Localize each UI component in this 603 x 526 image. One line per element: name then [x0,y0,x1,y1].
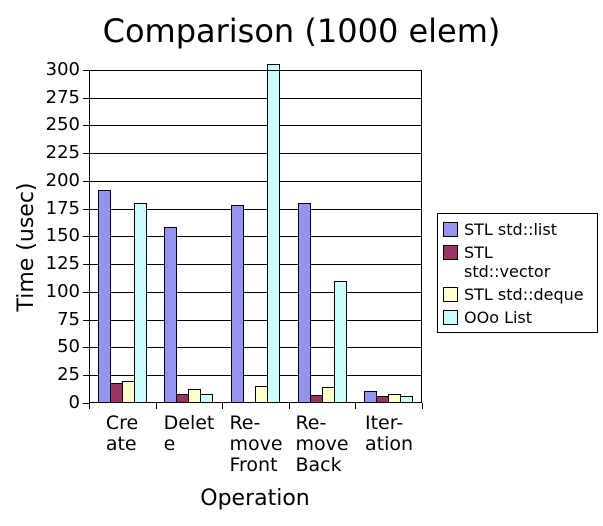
bar [298,203,311,403]
y-tick-label: 300 [45,59,80,80]
y-axis-tick [83,153,89,154]
grid-line [89,264,422,265]
category-label: Re- move Front [229,412,283,476]
y-tick-label: 100 [45,281,80,302]
x-axis-tick [355,403,356,409]
x-axis-tick [156,403,157,409]
y-tick-label: 150 [45,225,80,246]
y-tick-label: 275 [45,87,80,108]
bar [134,203,147,403]
category-label: Cre ate [105,412,139,455]
y-tick-label: 200 [45,170,80,191]
category-label: Delet e [163,412,215,455]
y-axis-tick [83,70,89,71]
bar [334,281,347,403]
grid-line [89,320,422,321]
y-tick-label: 75 [57,309,80,330]
x-axis-tick [289,403,290,409]
x-axis-title: Operation [200,486,310,511]
legend-swatch [443,287,458,302]
y-axis-tick [83,403,89,404]
category-label: Iter- ation [364,412,414,455]
legend-swatch [443,222,458,237]
y-axis-tick [83,264,89,265]
legend-label: OOo List [464,308,533,327]
category-label: Re- move Back [295,412,349,476]
bar [98,190,111,403]
grid-line [89,292,422,293]
y-tick-label: 0 [68,392,80,413]
legend-label: STL std::vector [464,243,551,281]
y-tick-label: 25 [57,364,80,385]
legend-label: STL std::deque [464,285,584,304]
y-axis-tick [83,209,89,210]
grid-line [89,98,422,99]
grid-line [89,375,422,376]
grid-line [89,347,422,348]
grid-line [89,236,422,237]
bar [200,394,213,403]
y-axis-tick [83,125,89,126]
y-tick-label: 250 [45,114,80,135]
y-tick-label: 175 [45,198,80,219]
x-axis-tick [422,403,423,409]
x-axis-tick [89,403,90,409]
y-tick-label: 50 [57,336,80,357]
y-axis-tick [83,292,89,293]
y-axis-tick [83,320,89,321]
bar [400,396,413,403]
x-axis-tick [222,403,223,409]
legend-swatch [443,245,458,260]
y-axis-tick [83,98,89,99]
bar [231,205,244,403]
grid-line [89,153,422,154]
legend-item: OOo List [443,308,592,327]
legend-item: STL std::vector [443,243,592,281]
plot-area [89,64,422,403]
legend-label: STL std::list [464,220,557,239]
bar [267,64,280,403]
grid-line [89,209,422,210]
grid-line [89,181,422,182]
y-axis-tick [83,181,89,182]
chart-title: Comparison (1000 elem) [102,12,501,50]
y-axis-tick [83,347,89,348]
y-tick-label: 125 [45,253,80,274]
legend-swatch [443,310,458,325]
y-axis-tick [83,375,89,376]
bar [164,227,177,403]
legend-item: STL std::deque [443,285,592,304]
y-axis-tick [83,236,89,237]
grid-line [89,125,422,126]
legend-item: STL std::list [443,220,592,239]
y-tick-label: 225 [45,142,80,163]
